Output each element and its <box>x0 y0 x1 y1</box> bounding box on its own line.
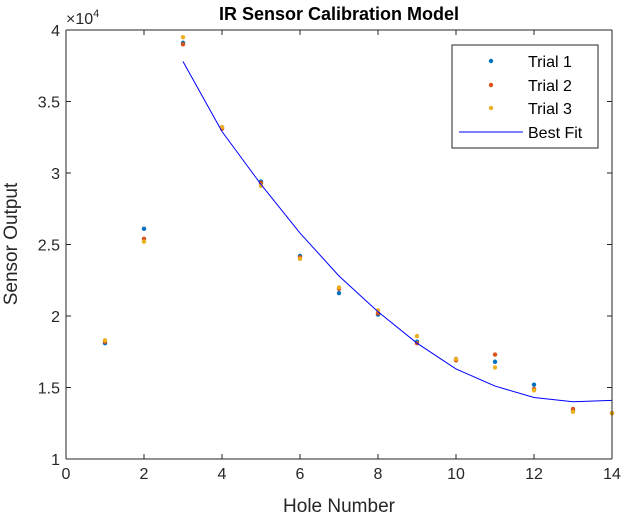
x-tick-label: 2 <box>140 466 149 483</box>
data-point <box>531 388 537 393</box>
y-ticks: 1 1.5 2 2.5 3 3.5 4 <box>38 23 612 469</box>
data-point <box>297 256 303 261</box>
x-tick-label: 8 <box>374 466 383 483</box>
data-point <box>336 290 342 296</box>
data-point <box>492 365 498 370</box>
data-point <box>258 183 264 189</box>
data-point <box>336 285 342 290</box>
y-tick-label: 1.5 <box>38 381 60 398</box>
x-axis-label: Hole Number <box>283 496 396 516</box>
y-tick-label: 1 <box>51 452 60 469</box>
chart-title: IR Sensor Calibration Model <box>219 4 459 24</box>
legend-box <box>451 44 599 149</box>
x-ticks: 0 2 4 6 8 10 12 14 <box>62 30 621 483</box>
series-best-fit <box>182 61 613 403</box>
x-tick-label: 0 <box>62 466 71 483</box>
x-tick-label: 4 <box>218 466 227 483</box>
legend-entry-label: Trial 3 <box>528 101 572 118</box>
y-exponent-label: ×104 <box>66 8 99 28</box>
data-point <box>570 409 576 415</box>
y-tick-label: 3.5 <box>38 95 60 112</box>
x-tick-label: 6 <box>296 466 305 483</box>
legend-entry-label: Trial 1 <box>528 54 572 71</box>
y-axis-label: Sensor Output <box>1 182 22 305</box>
data-point <box>180 34 186 40</box>
series-trial-3 <box>102 34 615 416</box>
legend-entry-label: Best Fit <box>528 125 583 142</box>
y-tick-label: 2 <box>51 309 60 326</box>
data-point <box>492 352 498 357</box>
x-tick-label: 14 <box>603 466 621 483</box>
series-layer <box>102 34 615 416</box>
data-point <box>141 239 147 244</box>
data-point <box>141 226 147 231</box>
best-fit-line <box>182 61 613 403</box>
legend-point-swatch <box>488 82 494 88</box>
data-point <box>375 308 381 313</box>
data-point <box>453 356 459 362</box>
data-point <box>180 42 186 47</box>
legend: Trial 1 Trial 2 Trial 3 Best Fit <box>451 44 599 149</box>
data-point <box>414 333 420 339</box>
y-tick-label: 2.5 <box>38 238 60 255</box>
data-point <box>531 382 537 387</box>
data-point <box>102 338 108 343</box>
data-point <box>492 359 498 364</box>
y-tick-label: 4 <box>51 23 60 40</box>
legend-point-swatch <box>488 105 494 111</box>
legend-entry-label: Trial 2 <box>528 78 572 95</box>
x-tick-label: 10 <box>447 466 465 483</box>
data-point <box>219 125 225 130</box>
legend-point-swatch <box>488 58 494 64</box>
x-tick-label: 12 <box>525 466 543 483</box>
y-tick-label: 3 <box>51 166 60 183</box>
